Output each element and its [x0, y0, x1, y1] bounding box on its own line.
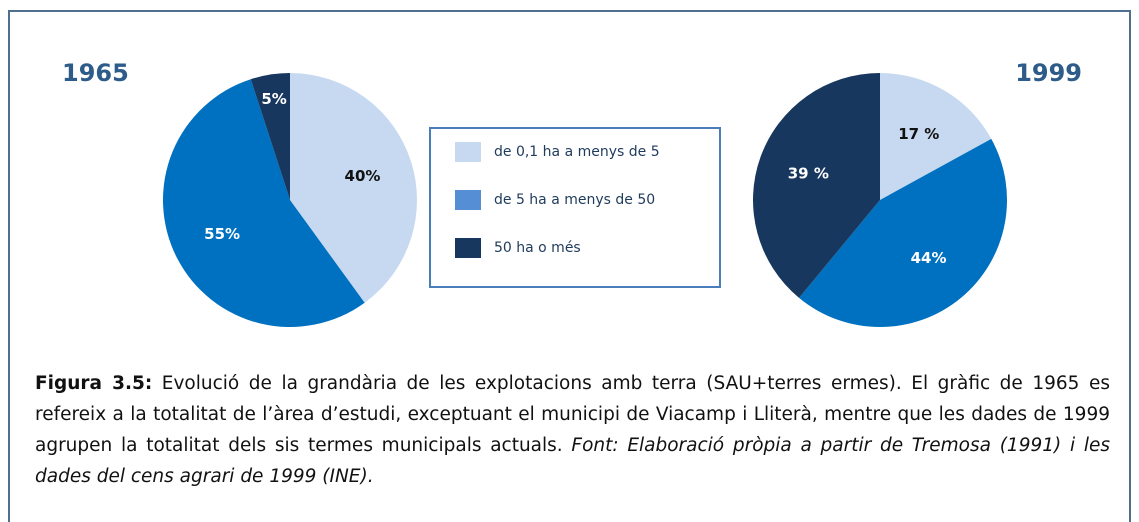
pie-slice: [880, 73, 992, 200]
value-label: 17 %: [898, 125, 939, 143]
pie-slice: [250, 73, 290, 200]
frame: [8, 10, 1131, 522]
value-label: 5%: [261, 90, 286, 108]
caption-label: Figura 3.5:: [35, 373, 153, 394]
charts: 1965 40% 55% 5% 1999 17 % 44% 39 % de 0,1 ha a m…: [62, 59, 1082, 328]
caption-text: Evolució de la grandària de les explotac…: [35, 373, 1110, 456]
value-label: 39 %: [788, 165, 829, 183]
chart-title: 1999: [1015, 59, 1082, 87]
value-label: 40%: [345, 167, 381, 185]
caption-source: Font: Elaboració pròpia a partir de Trem…: [35, 435, 1110, 487]
pie-slice: [799, 138, 1008, 327]
legend-label: de 5 ha a menys de 50: [494, 192, 655, 208]
value-label: 44%: [911, 249, 947, 267]
value-label: 55%: [204, 225, 240, 243]
legend-label: 50 ha o més: [494, 240, 581, 256]
pie-slice: [290, 73, 417, 303]
legend-swatch: [455, 142, 481, 162]
legend-swatch: [455, 238, 481, 258]
legend-label: de 0,1 ha a menys de 5: [494, 144, 660, 160]
chart-title: 1965: [62, 59, 129, 87]
legend-swatch: [455, 190, 481, 210]
pie-slice: [162, 79, 365, 328]
caption: Figura 3.5: Evolució de la grandària de …: [35, 368, 1110, 492]
pie-slice: [753, 73, 880, 298]
